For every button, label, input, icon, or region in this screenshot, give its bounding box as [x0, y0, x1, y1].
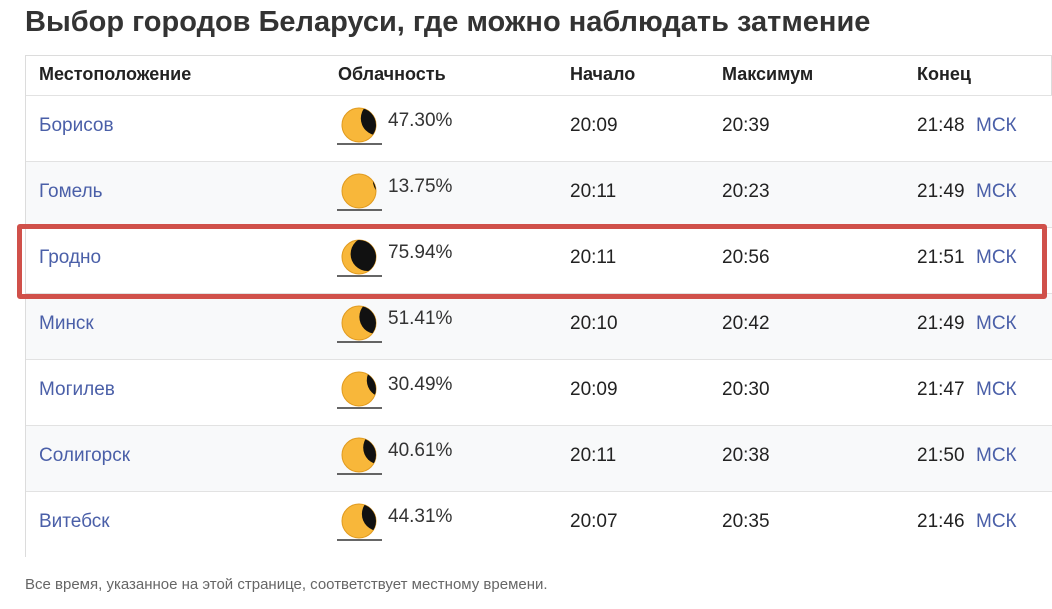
end-time: 21:47	[917, 379, 965, 400]
max-time: 20:38	[722, 445, 770, 466]
obscuration: 30.49%	[388, 374, 453, 395]
start-time: 20:11	[570, 445, 617, 466]
max-time: 20:35	[722, 511, 770, 532]
obscuration: 13.75%	[388, 176, 453, 197]
max-time: 20:30	[722, 379, 770, 400]
start-time: 20:09	[570, 115, 618, 136]
max-time: 20:23	[722, 181, 770, 202]
timezone-link[interactable]: МСК	[976, 181, 1017, 202]
max-time: 20:39	[722, 115, 770, 136]
end-time: 21:51	[917, 247, 965, 268]
obscuration: 44.31%	[388, 506, 453, 527]
city-link[interactable]: Солигорск	[39, 445, 131, 466]
timezone-link[interactable]: МСК	[976, 247, 1017, 268]
eclipse-icon	[337, 371, 382, 409]
table-row	[26, 95, 1052, 161]
table-row	[26, 359, 1052, 425]
city-link[interactable]: Витебск	[39, 511, 110, 532]
timezone-link[interactable]: МСК	[976, 511, 1017, 532]
end-time: 21:49	[917, 181, 965, 202]
obscuration: 75.94%	[388, 242, 453, 263]
eclipse-icon	[337, 107, 382, 145]
max-time: 20:56	[722, 247, 770, 268]
obscuration: 51.41%	[388, 308, 453, 329]
timezone-link[interactable]: МСК	[976, 313, 1017, 334]
column-header: Начало	[570, 64, 636, 84]
city-link[interactable]: Минск	[39, 313, 94, 334]
eclipse-shadow	[350, 240, 376, 271]
eclipse-shadow	[366, 372, 376, 398]
end-time: 21:48	[917, 115, 965, 136]
eclipse-icon	[337, 437, 382, 475]
obscuration: 40.61%	[388, 440, 453, 461]
column-header: Облачность	[338, 64, 446, 84]
eclipse-icon	[337, 239, 382, 277]
timezone-link[interactable]: МСК	[976, 379, 1017, 400]
city-link[interactable]: Могилев	[39, 379, 115, 400]
end-time: 21:46	[917, 511, 965, 532]
eclipse-icon	[337, 305, 382, 343]
title: Выбор городов Беларуси, где можно наблюд…	[25, 6, 871, 38]
table-row	[26, 161, 1052, 227]
obscuration: 47.30%	[388, 110, 453, 131]
table-row	[26, 491, 1052, 557]
column-header: Конец	[917, 64, 971, 84]
start-time: 20:11	[570, 181, 617, 202]
eclipse-icon	[337, 173, 382, 211]
start-time: 20:10	[570, 313, 618, 334]
city-link[interactable]: Гродно	[39, 247, 102, 268]
table-row	[26, 293, 1052, 359]
column-header: Местоположение	[39, 64, 192, 84]
table-row	[26, 425, 1052, 491]
column-header: Максимум	[722, 64, 814, 84]
city-link[interactable]: Борисов	[39, 115, 114, 136]
end-time: 21:50	[917, 445, 965, 466]
timezone-link[interactable]: МСК	[976, 445, 1017, 466]
end-time: 21:49	[917, 313, 965, 334]
timezone-link[interactable]: МСК	[976, 115, 1017, 136]
start-time: 20:07	[570, 511, 618, 532]
highlight-box	[17, 224, 1047, 299]
footnote: Все время, указанное на этой странице, с…	[25, 576, 548, 593]
max-time: 20:42	[722, 313, 770, 334]
start-time: 20:09	[570, 379, 618, 400]
start-time: 20:11	[570, 247, 617, 268]
city-link[interactable]: Гомель	[39, 181, 103, 202]
eclipse-icon	[337, 503, 382, 541]
